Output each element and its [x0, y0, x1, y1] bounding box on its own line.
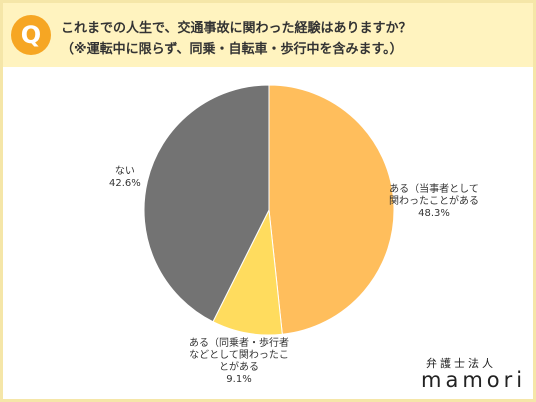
slice-label-line: とがある — [219, 362, 259, 373]
q-badge: Q — [11, 15, 51, 55]
slice-label-involved-directly: ある（当事者として 関わったことがある 48.3% — [389, 184, 479, 220]
question-header: Q これまでの人生で、交通事故に関わった経験はありますか？ （※運転中に限らず、… — [3, 3, 533, 67]
slice-label-involved-indirectly: ある（同乗者・歩行者 などとして関わったこ とがある 9.1% — [189, 338, 289, 386]
pie-slice-2 — [143, 84, 270, 323]
brand-logo: mamori — [421, 368, 527, 392]
slice-label-line: などとして関わったこ — [189, 350, 289, 361]
slice-label-line: ある（同乗者・歩行者 — [189, 338, 289, 349]
brand-subtitle: 弁護士法人 — [426, 357, 496, 370]
question-line-1: これまでの人生で、交通事故に関わった経験はありますか？ — [61, 21, 412, 36]
slice-label-none: ない 42.6% — [109, 166, 141, 190]
slice-value: 42.6% — [109, 178, 141, 189]
slice-label-line: 関わったことがある — [389, 196, 479, 207]
slice-label-line: ない — [114, 166, 135, 177]
slice-label-line: ある（当事者として — [389, 184, 479, 195]
question-line-2: （※運転中に限らず、同乗・自転車・歩行中を含みます。） — [61, 42, 403, 57]
slice-value: 9.1% — [226, 374, 252, 385]
pie-slice-0 — [268, 84, 395, 335]
slice-value: 48.3% — [418, 208, 450, 219]
